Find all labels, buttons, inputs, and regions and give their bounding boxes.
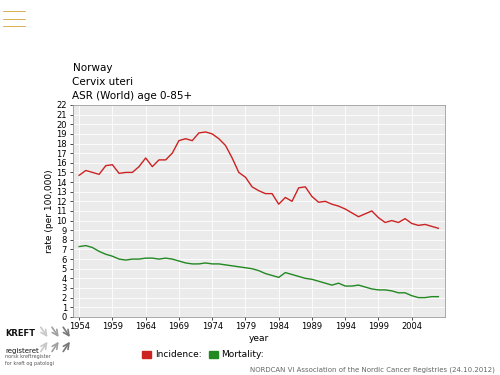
Text: KREFT: KREFT (5, 328, 35, 338)
Text: Norway
Cervix uteri
ASR (World) age 0-85+: Norway Cervix uteri ASR (World) age 0-85… (72, 63, 192, 101)
Y-axis label: rate (per 100,000): rate (per 100,000) (44, 169, 54, 253)
Text: norsk kreftregister
for kreft og patologi: norsk kreftregister for kreft og patolog… (5, 354, 54, 366)
X-axis label: year: year (248, 334, 269, 343)
Text: registeret: registeret (5, 348, 39, 354)
Text: NORDCAN VI Association of the Nordic Cancer Registries (24.10.2012): NORDCAN VI Association of the Nordic Can… (250, 367, 495, 373)
Legend: Incidence:, Mortality:: Incidence:, Mortality: (142, 350, 264, 359)
